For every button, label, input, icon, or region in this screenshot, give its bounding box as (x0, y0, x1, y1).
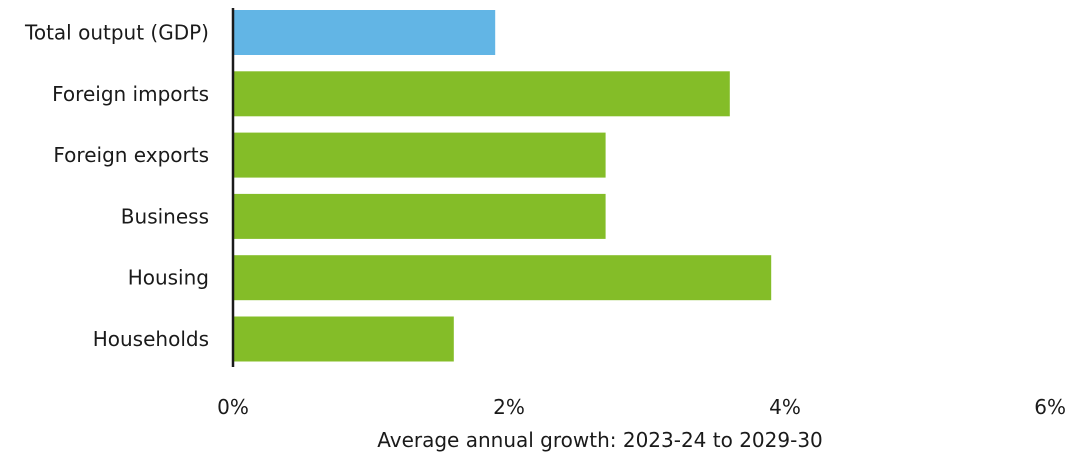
category-labels-group: Total output (GDP) Foreign imports Foreign… (24, 21, 209, 352)
bar-households (233, 316, 454, 362)
x-axis-title: Average annual growth: 2023-24 to 2029-3… (377, 428, 823, 452)
category-label-foreign-exports: Foreign exports (53, 143, 209, 167)
bar-business (233, 193, 606, 239)
x-tick-label-6: 6% (1034, 395, 1066, 419)
bar-foreign-imports (233, 71, 730, 117)
x-tick-label-4: 4% (769, 395, 801, 419)
bars-group (233, 10, 772, 362)
bar-foreign-exports (233, 132, 606, 178)
x-tick-label-2: 2% (493, 395, 525, 419)
bar-total-output-gdp (233, 10, 496, 55)
bar-housing (233, 255, 772, 301)
category-label-households: Households (93, 327, 209, 351)
x-tick-labels-group: 0% 2% 4% 6% (217, 395, 1066, 419)
category-label-housing: Housing (128, 266, 209, 290)
category-label-total-output-gdp: Total output (GDP) (24, 21, 209, 45)
category-label-business: Business (121, 204, 209, 228)
x-tick-label-0: 0% (217, 395, 249, 419)
category-label-foreign-imports: Foreign imports (52, 82, 209, 106)
